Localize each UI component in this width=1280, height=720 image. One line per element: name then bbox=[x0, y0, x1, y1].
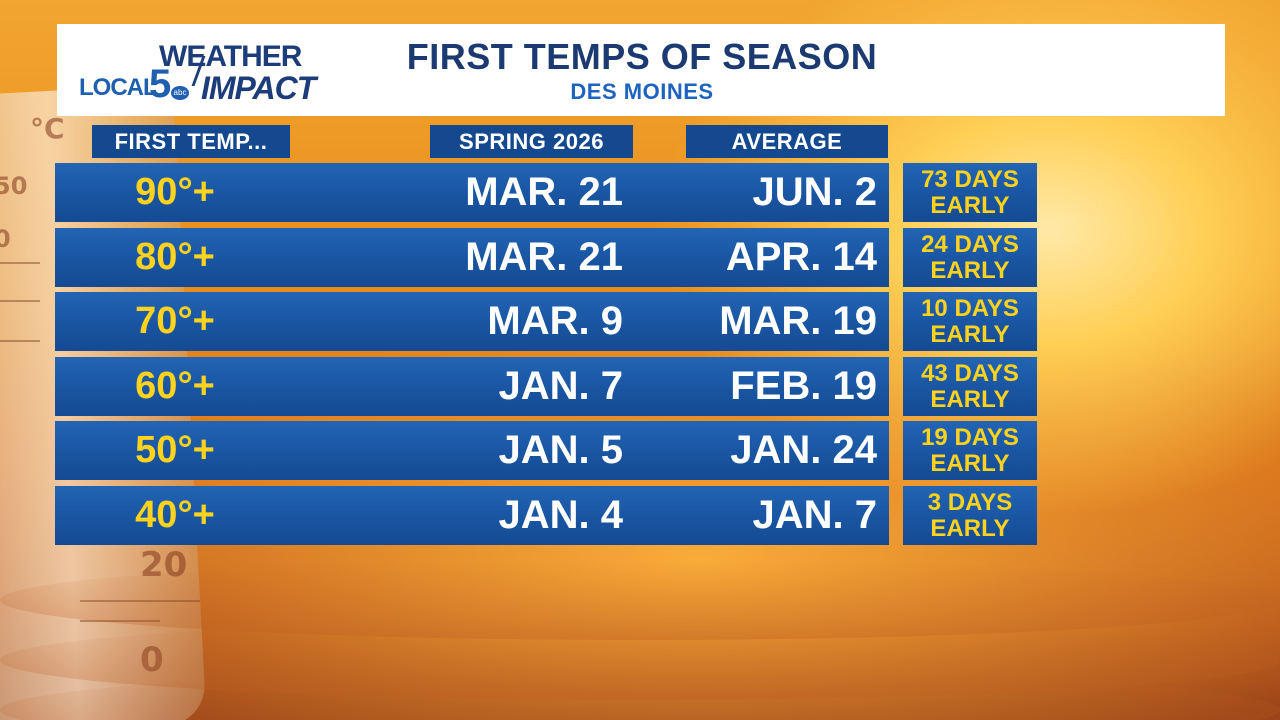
thermometer-unit-label: °C bbox=[30, 112, 65, 145]
days-early-label: EARLY bbox=[930, 257, 1010, 284]
spring-date: MAR. 9 bbox=[487, 299, 623, 343]
spring-date: JAN. 7 bbox=[498, 364, 624, 408]
column-header-first-temp: FIRST TEMP... bbox=[92, 125, 290, 158]
thermometer-label: 0 bbox=[0, 225, 11, 253]
days-early-badge: 10 DAYS EARLY bbox=[903, 292, 1037, 351]
temp-threshold: 50°+ bbox=[135, 429, 215, 471]
days-early-count: 73 DAYS bbox=[921, 166, 1019, 193]
spring-date: JAN. 5 bbox=[498, 428, 624, 472]
days-early-label: EARLY bbox=[930, 386, 1010, 413]
average-date: APR. 14 bbox=[725, 235, 877, 279]
average-date: JAN. 7 bbox=[752, 493, 878, 537]
table-row: 90°+ MAR. 21 JUN. 2 bbox=[55, 163, 889, 222]
table-row: 70°+ MAR. 9 MAR. 19 bbox=[55, 292, 889, 351]
page-subtitle: DES MOINES bbox=[570, 79, 714, 104]
sand-wave bbox=[0, 620, 1280, 700]
thermometer-label: 0 bbox=[140, 640, 164, 680]
table-row: 80°+ MAR. 21 APR. 14 bbox=[55, 228, 889, 287]
thermometer-tick bbox=[0, 262, 40, 264]
days-early-label: EARLY bbox=[930, 321, 1010, 348]
average-date: FEB. 19 bbox=[730, 364, 877, 408]
page-title: FIRST TEMPS OF SEASON bbox=[406, 36, 878, 77]
thermometer-tick bbox=[0, 340, 40, 342]
temp-threshold: 60°+ bbox=[135, 365, 215, 407]
thermometer-tick bbox=[80, 600, 200, 602]
logo-weather-text: WEATHER bbox=[159, 40, 302, 73]
logo-impact-text: IMPACT bbox=[201, 70, 316, 106]
logo-five-text: 5 bbox=[149, 62, 172, 106]
days-early-count: 43 DAYS bbox=[921, 360, 1019, 387]
header-banner: WEATHER LOCAL 5 abc IMPACT FIRST TEMPS O… bbox=[57, 24, 1225, 116]
temp-threshold: 70°+ bbox=[135, 300, 215, 342]
abc-network-icon: abc bbox=[171, 86, 189, 100]
days-early-label: EARLY bbox=[930, 192, 1010, 219]
days-early-badge: 3 DAYS EARLY bbox=[903, 486, 1037, 545]
thermometer-label: 20 bbox=[140, 545, 188, 585]
temp-threshold: 40°+ bbox=[135, 494, 215, 536]
table-row: 50°+ JAN. 5 JAN. 24 bbox=[55, 421, 889, 480]
table-row: 40°+ JAN. 4 JAN. 7 bbox=[55, 486, 889, 545]
days-early-badge: 43 DAYS EARLY bbox=[903, 357, 1037, 416]
column-header-average: AVERAGE bbox=[686, 125, 888, 158]
days-early-count: 3 DAYS bbox=[927, 489, 1013, 516]
days-early-count: 24 DAYS bbox=[921, 231, 1019, 258]
logo-local-text: LOCAL bbox=[79, 74, 158, 101]
spring-date: JAN. 4 bbox=[498, 493, 624, 537]
spring-date: MAR. 21 bbox=[465, 235, 623, 279]
days-early-label: EARLY bbox=[930, 450, 1010, 477]
thermometer-tick bbox=[0, 300, 40, 302]
column-header-spring: SPRING 2026 bbox=[430, 125, 633, 158]
temp-threshold: 90°+ bbox=[135, 171, 215, 213]
days-early-count: 19 DAYS bbox=[921, 424, 1019, 451]
average-date: MAR. 19 bbox=[719, 299, 877, 343]
temp-threshold: 80°+ bbox=[135, 236, 215, 278]
thermometer-tick bbox=[80, 620, 160, 622]
days-early-badge: 73 DAYS EARLY bbox=[903, 163, 1037, 222]
sand-wave bbox=[0, 560, 1280, 640]
days-early-label: EARLY bbox=[930, 515, 1010, 542]
table-row: 60°+ JAN. 7 FEB. 19 bbox=[55, 357, 889, 416]
days-early-count: 10 DAYS bbox=[921, 295, 1019, 322]
spring-date: MAR. 21 bbox=[465, 170, 623, 214]
days-early-badge: 24 DAYS EARLY bbox=[903, 228, 1037, 287]
days-early-badge: 19 DAYS EARLY bbox=[903, 421, 1037, 480]
thermometer-label: 50 bbox=[0, 172, 28, 200]
station-logo: WEATHER LOCAL 5 abc IMPACT bbox=[79, 36, 349, 106]
average-date: JUN. 2 bbox=[752, 170, 878, 214]
average-date: JAN. 24 bbox=[730, 428, 877, 472]
